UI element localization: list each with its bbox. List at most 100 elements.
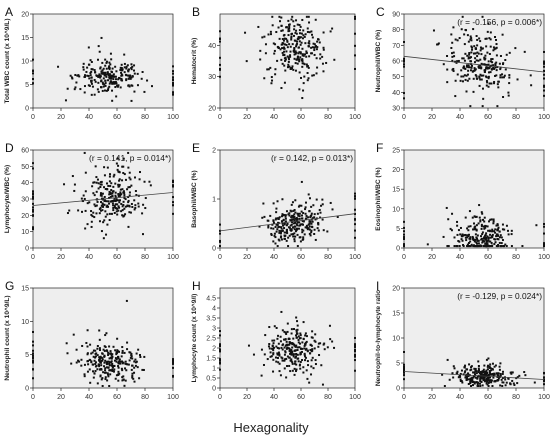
data-point (309, 352, 312, 355)
data-point (451, 212, 454, 215)
data-point (121, 179, 124, 182)
data-point (304, 201, 307, 204)
data-point (489, 236, 492, 239)
data-point (281, 329, 284, 332)
data-point (131, 65, 134, 68)
data-point (470, 39, 473, 42)
data-point (469, 237, 472, 240)
data-point (461, 239, 464, 242)
data-point (333, 346, 336, 349)
data-point (114, 86, 117, 89)
x-tick-label: 0 (218, 114, 222, 121)
data-point (501, 385, 504, 387)
data-point (523, 50, 526, 53)
data-point (476, 51, 479, 54)
data-point (461, 80, 464, 83)
data-point (505, 53, 508, 56)
data-point (491, 58, 494, 61)
data-point (100, 72, 103, 75)
data-point (308, 220, 311, 223)
data-point (100, 86, 103, 89)
data-point (89, 59, 92, 62)
data-point (482, 240, 485, 243)
data-point (497, 80, 500, 83)
data-point (93, 93, 96, 96)
data-point (277, 334, 280, 337)
data-point (483, 56, 486, 59)
data-point (476, 377, 479, 380)
data-point (112, 206, 115, 209)
data-point (480, 67, 483, 70)
y-axis-label: Hematocrit (%) (191, 38, 198, 85)
data-point (472, 376, 475, 379)
data-point (283, 81, 286, 84)
data-point (110, 354, 113, 357)
data-point (284, 234, 287, 237)
data-point (317, 229, 320, 232)
data-point (172, 185, 174, 188)
data-point (481, 212, 484, 215)
data-point (290, 35, 293, 38)
y-tick-label: 10 (21, 319, 29, 326)
data-point (290, 349, 293, 352)
data-point (32, 196, 34, 199)
x-tick-label: 60 (297, 394, 305, 401)
data-point (272, 370, 275, 373)
data-point (303, 347, 306, 350)
data-point (87, 46, 90, 49)
data-point (126, 64, 129, 67)
data-point (103, 349, 106, 352)
data-point (329, 30, 332, 33)
data-point (484, 226, 487, 229)
data-point (463, 43, 466, 46)
data-point (138, 178, 141, 181)
data-point (479, 370, 482, 373)
data-point (294, 50, 297, 53)
data-point (112, 199, 115, 202)
data-point (286, 55, 289, 58)
data-point (496, 223, 499, 226)
data-point (487, 75, 490, 78)
data-point (296, 62, 299, 65)
data-point (32, 69, 34, 72)
data-point (94, 355, 97, 358)
data-point (297, 46, 300, 49)
data-point (322, 343, 325, 346)
data-point (102, 348, 105, 351)
data-point (127, 74, 130, 77)
data-point (102, 371, 105, 374)
data-point (134, 206, 137, 209)
data-point (459, 226, 462, 229)
data-point (117, 373, 120, 376)
data-point (113, 204, 116, 207)
data-point (461, 57, 464, 60)
data-point (293, 25, 296, 28)
data-point (123, 207, 126, 210)
data-point (99, 360, 102, 363)
data-point (274, 68, 277, 71)
data-point (442, 235, 445, 238)
data-point (109, 195, 112, 198)
data-point (57, 65, 60, 68)
data-point (286, 365, 289, 368)
data-point (98, 73, 101, 76)
data-point (127, 363, 130, 366)
data-point (295, 336, 298, 339)
data-point (113, 82, 116, 85)
data-point (113, 81, 116, 84)
data-point (172, 65, 174, 68)
data-point (476, 44, 479, 47)
data-point (108, 190, 111, 193)
data-point (93, 181, 96, 184)
data-point (81, 344, 84, 347)
data-point (172, 366, 174, 369)
data-point (283, 338, 286, 341)
data-point (87, 360, 90, 363)
data-point (129, 77, 132, 80)
data-point (101, 377, 104, 380)
data-point (98, 349, 101, 352)
data-point (283, 43, 286, 46)
data-point (219, 75, 221, 78)
